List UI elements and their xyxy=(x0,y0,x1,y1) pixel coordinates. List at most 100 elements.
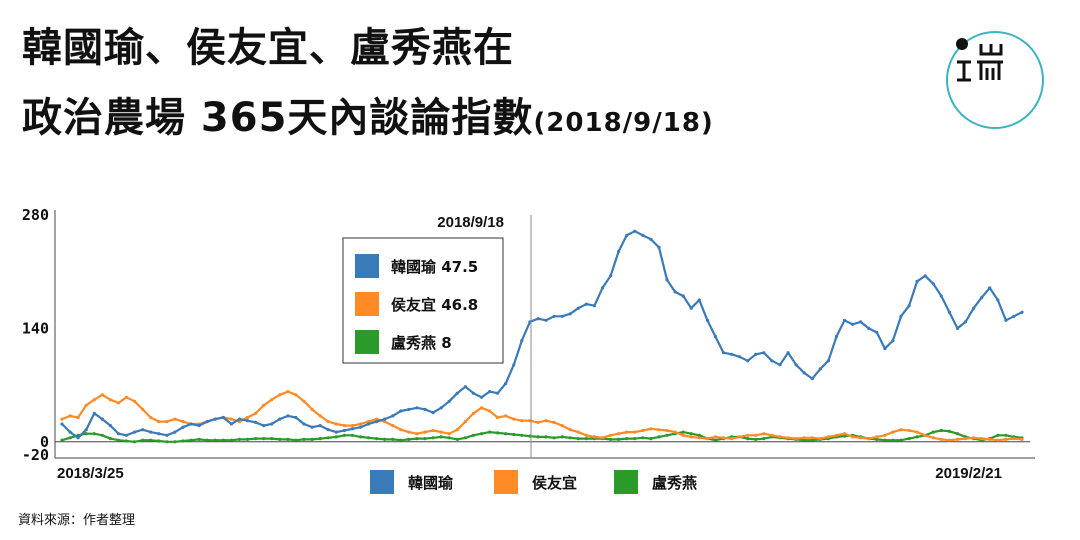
series-point-1 xyxy=(899,428,903,432)
series-point-2 xyxy=(439,435,443,439)
series-point-1 xyxy=(810,436,814,440)
series-point-0 xyxy=(834,334,839,339)
series-point-1 xyxy=(907,428,911,433)
series-point-1 xyxy=(310,407,314,411)
series-point-2 xyxy=(899,438,903,442)
series-point-1 xyxy=(955,437,960,441)
series-point-1 xyxy=(262,403,266,407)
series-point-0 xyxy=(721,351,726,355)
series-point-1 xyxy=(778,435,782,439)
series-point-1 xyxy=(730,437,734,441)
series-point-0 xyxy=(213,417,217,421)
series-point-0 xyxy=(552,314,556,318)
series-point-0 xyxy=(399,409,403,413)
series-point-1 xyxy=(229,417,233,421)
series-point-0 xyxy=(617,249,621,254)
series-point-0 xyxy=(859,320,863,324)
series-point-2 xyxy=(423,437,427,441)
series-point-0 xyxy=(68,430,72,434)
series-point-0 xyxy=(310,425,314,429)
source-note: 資料來源：作者整理 xyxy=(18,513,136,528)
series-point-0 xyxy=(92,411,96,415)
series-point-2 xyxy=(488,430,492,434)
series-point-0 xyxy=(681,294,685,298)
series-point-0 xyxy=(689,306,693,310)
series-point-1 xyxy=(84,403,88,407)
series-point-1 xyxy=(617,432,621,436)
series-point-1 xyxy=(754,433,758,437)
series-point-1 xyxy=(383,420,387,424)
series-point-1 xyxy=(108,398,112,402)
series-point-0 xyxy=(302,422,306,426)
series-point-1 xyxy=(818,437,822,441)
series-point-1 xyxy=(762,432,766,436)
series-point-1 xyxy=(318,414,322,418)
series-line-1 xyxy=(61,390,1023,442)
series-point-1 xyxy=(996,438,1000,442)
series-point-1 xyxy=(270,398,274,402)
series-point-2 xyxy=(399,438,403,442)
series-point-1 xyxy=(520,419,524,423)
series-point-2 xyxy=(697,433,701,437)
series-line-0 xyxy=(61,230,1023,439)
series-point-2 xyxy=(915,435,919,439)
page-title-date: (2018/9/18) xyxy=(533,108,714,138)
series-point-2 xyxy=(584,437,589,441)
series-point-0 xyxy=(972,306,976,310)
series-point-0 xyxy=(560,314,564,318)
series-point-0 xyxy=(963,320,968,324)
series-point-0 xyxy=(229,422,233,426)
series-point-2 xyxy=(479,432,484,436)
series-point-2 xyxy=(907,437,911,441)
series-point-2 xyxy=(108,437,112,441)
series-point-1 xyxy=(157,420,161,424)
series-point-2 xyxy=(939,428,943,433)
series-point-0 xyxy=(633,229,637,233)
series-point-2 xyxy=(504,432,508,436)
series-point-2 xyxy=(471,433,475,437)
series-point-0 xyxy=(810,377,814,381)
series-point-1 xyxy=(592,435,597,439)
series-point-0 xyxy=(512,363,516,367)
series-point-0 xyxy=(980,296,984,300)
series-point-1 xyxy=(609,433,613,437)
series-point-2 xyxy=(955,432,960,436)
series-point-2 xyxy=(625,437,629,441)
series-point-2 xyxy=(375,437,379,441)
series-point-1 xyxy=(786,436,790,440)
series-point-1 xyxy=(939,437,943,441)
series-point-1 xyxy=(399,428,403,432)
series-point-0 xyxy=(60,422,64,426)
series-point-1 xyxy=(116,401,121,405)
series-point-2 xyxy=(762,437,766,441)
series-point-2 xyxy=(947,429,952,433)
series-point-2 xyxy=(665,433,669,437)
series-point-1 xyxy=(867,437,871,441)
series-point-1 xyxy=(689,435,693,439)
series-point-1 xyxy=(842,432,847,436)
series-point-2 xyxy=(197,437,201,441)
series-point-1 xyxy=(923,433,927,437)
series-point-2 xyxy=(149,438,153,442)
date-marker-label: 2018/9/18 xyxy=(437,214,504,231)
series-point-1 xyxy=(455,428,459,432)
series-point-2 xyxy=(455,437,459,441)
series-point-2 xyxy=(229,438,233,442)
series-point-2 xyxy=(350,433,354,437)
series-point-1 xyxy=(665,428,669,433)
series-point-0 xyxy=(875,330,879,334)
series-point-1 xyxy=(657,428,661,432)
series-point-0 xyxy=(625,233,629,237)
series-point-2 xyxy=(181,439,185,443)
series-point-2 xyxy=(496,431,500,435)
legend-swatch xyxy=(370,470,394,494)
series-point-2 xyxy=(383,437,387,441)
series-point-0 xyxy=(84,428,88,432)
series-point-0 xyxy=(851,322,855,326)
series-point-1 xyxy=(439,430,443,434)
series-point-0 xyxy=(334,430,338,434)
series-point-2 xyxy=(560,435,564,439)
series-point-0 xyxy=(923,274,927,278)
series-point-2 xyxy=(133,440,137,444)
series-point-0 xyxy=(955,326,960,330)
